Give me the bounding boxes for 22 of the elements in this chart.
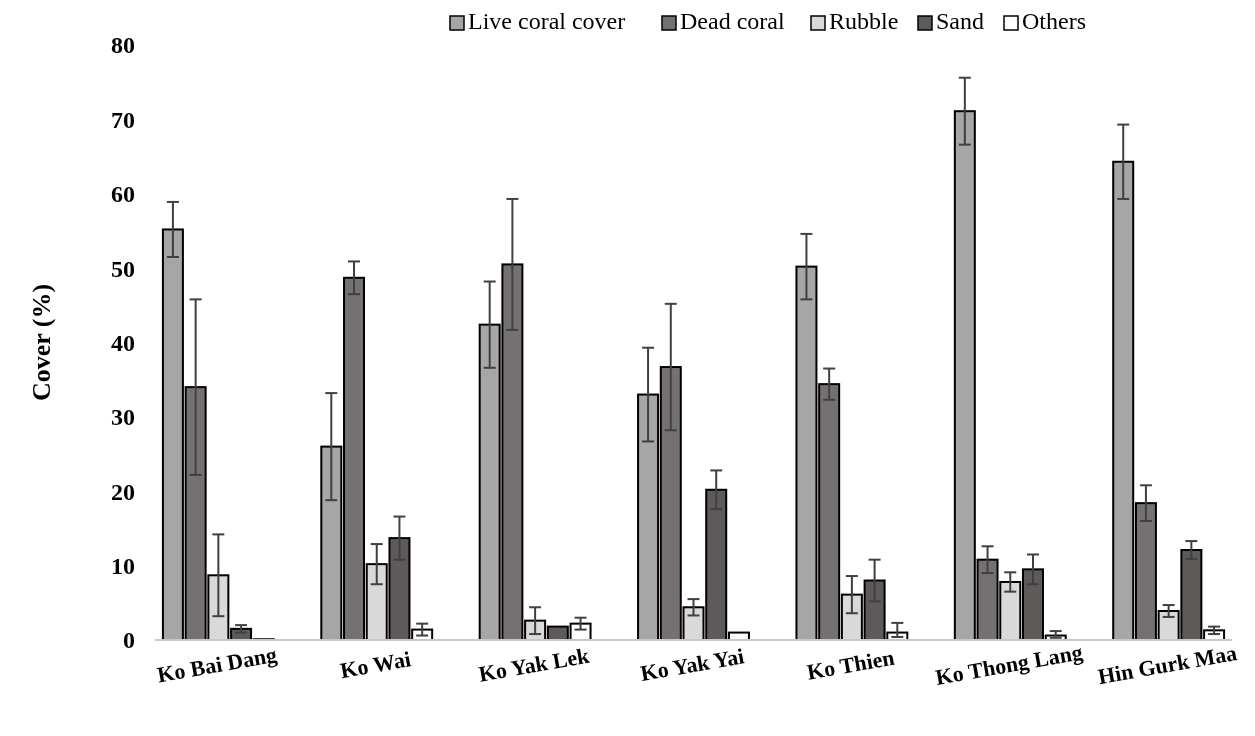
y-tick-label: 0 [123, 627, 135, 654]
legend-label: Others [1022, 8, 1086, 34]
y-tick-label: 50 [111, 255, 135, 282]
y-tick-label: 40 [111, 329, 135, 356]
y-tick-label: 10 [111, 553, 135, 580]
legend-label: Dead coral [680, 8, 785, 34]
legend-label: Live coral cover [468, 8, 626, 34]
y-tick-label: 30 [111, 404, 135, 431]
x-tick-label: Ko Thien [804, 644, 897, 685]
x-tick-label: Ko Thong Lang [933, 639, 1085, 690]
legend-label: Rubble [829, 8, 899, 34]
y-tick-label: 60 [111, 181, 135, 208]
y-tick-label: 80 [111, 32, 135, 59]
x-tick-label: Ko Yak Lek [476, 642, 592, 687]
y-tick-label: 20 [111, 478, 135, 505]
y-tick-label: 70 [111, 106, 135, 133]
x-tick-label: Ko Yak Yai [638, 643, 746, 687]
y-axis-title: Cover (%) [27, 283, 56, 402]
legend-label: Sand [936, 8, 984, 34]
x-tick-label: Ko Bai Dang [155, 641, 279, 688]
x-tick-label: Hin Gurk Maa [1095, 640, 1239, 690]
x-tick-label: Ko Wai [338, 646, 413, 684]
